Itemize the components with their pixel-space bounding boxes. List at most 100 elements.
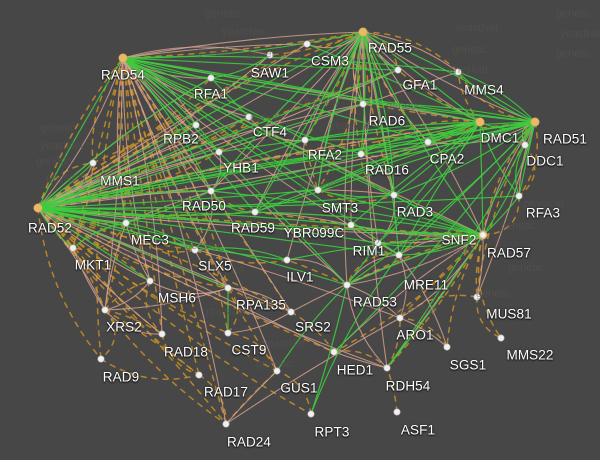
edge: [362, 31, 536, 123]
network-node[interactable]: [118, 53, 128, 63]
edge: [72, 162, 94, 249]
edge: [317, 31, 364, 191]
edge: [362, 31, 399, 71]
network-node[interactable]: [158, 330, 166, 338]
edge: [104, 280, 151, 311]
network-node[interactable]: [273, 367, 281, 375]
network-node[interactable]: [287, 308, 295, 316]
network-node[interactable]: [251, 208, 259, 216]
edge: [346, 284, 401, 319]
edge: [37, 57, 124, 209]
edge: [37, 162, 94, 209]
edge: [225, 370, 278, 425]
nodes: [33, 27, 540, 428]
network-node[interactable]: [515, 192, 523, 200]
network-node[interactable]: [424, 138, 432, 146]
network-node[interactable]: [521, 141, 529, 149]
network-node[interactable]: [314, 186, 322, 194]
network-node[interactable]: [122, 219, 130, 227]
network-node[interactable]: [301, 136, 309, 144]
network-node[interactable]: [475, 117, 485, 127]
edge: [360, 121, 481, 155]
edge: [145, 280, 163, 335]
edge: [37, 103, 364, 209]
network-node[interactable]: [195, 371, 203, 379]
edge: [122, 57, 399, 71]
edge: [122, 57, 163, 335]
network-node[interactable]: [224, 329, 232, 337]
network-node[interactable]: [390, 191, 398, 199]
edge: [360, 31, 366, 155]
network-node[interactable]: [497, 334, 505, 342]
edge: [254, 189, 319, 213]
network-node[interactable]: [224, 284, 232, 292]
network-node[interactable]: [357, 150, 365, 158]
network-node[interactable]: [383, 364, 391, 372]
edge: [477, 234, 502, 339]
edge: [218, 121, 536, 153]
network-node[interactable]: [479, 231, 487, 239]
edge: [276, 284, 348, 372]
network-node[interactable]: [307, 410, 315, 418]
network-node[interactable]: [330, 348, 338, 356]
network-node[interactable]: [33, 203, 43, 213]
network-node[interactable]: [374, 239, 382, 247]
network-node[interactable]: [266, 51, 274, 59]
network-node[interactable]: [245, 113, 253, 121]
network-node[interactable]: [393, 408, 401, 416]
edge: [346, 121, 481, 286]
edge: [72, 222, 127, 250]
edge: [360, 141, 429, 158]
network-node[interactable]: [191, 246, 199, 254]
network-node[interactable]: [97, 355, 105, 363]
network-node[interactable]: [207, 74, 215, 82]
network-node[interactable]: [359, 100, 367, 108]
network-node[interactable]: [283, 256, 291, 264]
network-node[interactable]: [394, 66, 402, 74]
edge: [161, 333, 200, 376]
network-node[interactable]: [215, 148, 223, 156]
edge: [362, 31, 395, 196]
network-node[interactable]: [454, 68, 462, 76]
edge: [333, 234, 484, 353]
edge: [398, 234, 484, 256]
edge: [37, 207, 102, 360]
network-node[interactable]: [146, 277, 154, 285]
edge: [515, 144, 526, 197]
edge: [37, 124, 197, 209]
network-node[interactable]: [396, 314, 404, 322]
network-node[interactable]: [101, 306, 109, 314]
network-node[interactable]: [222, 420, 230, 428]
edge: [210, 77, 536, 123]
edge: [333, 234, 484, 353]
network-node[interactable]: [473, 293, 481, 301]
network-node[interactable]: [303, 40, 311, 48]
edge: [104, 287, 229, 311]
edge: [346, 121, 536, 286]
edge: [399, 234, 484, 319]
network-node[interactable]: [358, 27, 368, 37]
edge: [317, 31, 364, 191]
edge: [104, 280, 151, 311]
edge: [120, 57, 151, 282]
network-node[interactable]: [395, 251, 403, 259]
edge: [122, 57, 400, 256]
network-node[interactable]: [207, 187, 215, 195]
edge: [122, 57, 400, 256]
network-node[interactable]: [343, 281, 351, 289]
edge: [518, 121, 536, 197]
edge: [194, 247, 288, 261]
edge: [37, 207, 288, 261]
edge: [286, 259, 348, 286]
network-node[interactable]: [192, 121, 200, 129]
edge: [122, 57, 484, 236]
network-node[interactable]: [347, 221, 355, 229]
network-node[interactable]: [443, 343, 451, 351]
network-node[interactable]: [69, 244, 77, 252]
network-node[interactable]: [89, 159, 97, 167]
edge: [393, 121, 536, 196]
network-node[interactable]: [530, 117, 540, 127]
edge: [393, 121, 481, 196]
edge: [37, 153, 362, 209]
